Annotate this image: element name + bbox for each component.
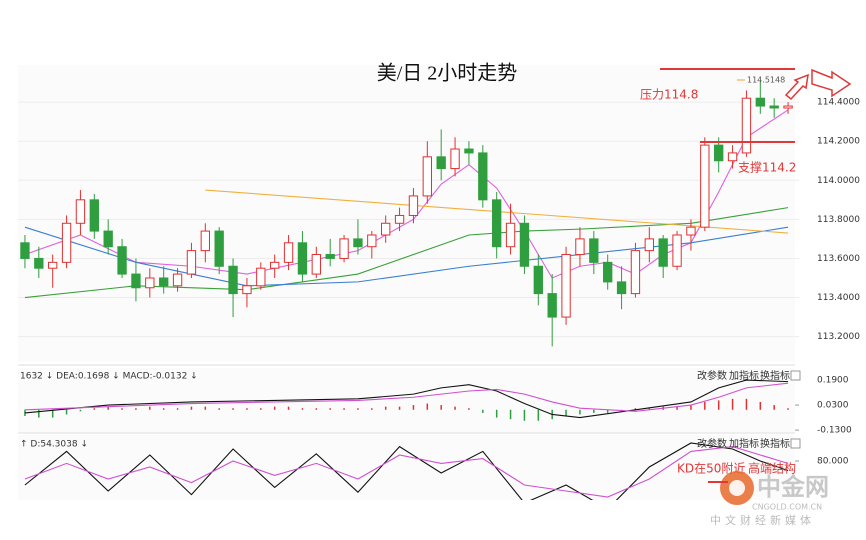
candle-body [256,267,266,287]
y-tick-label: 0.0300 [817,401,849,411]
candle-body [145,277,155,289]
candle-body [270,261,280,269]
candle-body [75,199,86,224]
y-tick-label: 114.2000 [817,137,860,147]
candle-body [325,254,335,259]
candle-body [547,293,557,318]
candle-body [242,285,252,295]
macd-panel [18,368,795,432]
candle-body [117,246,127,275]
candle-body [20,242,30,259]
candle-body [186,250,197,275]
arrow [784,73,809,101]
resistance-label: 压力114.8 [640,88,698,102]
candle-body [311,254,321,275]
marks: 114.4000 114.2000 114.0000 113.8000 113.6000… [18,80,860,500]
button[interactable]: 加指标 [729,369,759,382]
button[interactable]: 改参数 [697,437,727,450]
macd-header: 1632 ↓ DEA:0.1698 ↓ MACD:-0.0132 ↓ [20,372,198,382]
candle-body [297,242,308,275]
candle-body [450,148,460,170]
clip-group [24,442,789,500]
candle-body [283,242,294,263]
candle-body [672,234,682,267]
candle-body [339,238,349,259]
y-tick-label: 0.1900 [817,376,849,386]
watermark-slogan: 中文财经新媒体 [710,513,815,527]
line [24,382,789,412]
candle-body [478,152,488,201]
y-tick-label: 113.2000 [817,332,860,342]
candle-body [61,222,72,263]
watermark-name: 中金网 [757,473,829,501]
logo [729,480,745,496]
candle-body [353,238,363,248]
y-tick-label: 80.000 [817,457,849,467]
candle-body [575,238,585,256]
candle-body [644,238,654,252]
candle-body [700,144,710,228]
close-button[interactable] [790,370,801,381]
candle-body [589,238,599,263]
arrow [811,68,852,98]
candle-body [783,105,793,109]
candle-body [228,265,238,295]
y-tick-label: 113.8000 [817,215,860,225]
main-panel [18,65,795,362]
candle-body [172,273,183,287]
button[interactable]: 换指标 [760,437,790,450]
candle-body [755,97,765,107]
candle-body [89,199,99,232]
candle-body [34,257,44,269]
candle-body [505,222,516,248]
button[interactable]: 加指标 [729,437,759,450]
line [24,207,789,299]
candle-body [561,254,571,318]
candle-body [741,97,752,154]
y-tick-label: 114.0000 [817,176,860,186]
candle-body [464,148,474,154]
candle-body [103,230,113,248]
button[interactable]: 换指标 [760,369,790,382]
candle-body [367,234,377,248]
candle-body [603,261,613,283]
kd-header: ↑ D:54.3038 ↓ [20,440,88,450]
support-label: 支撑114.2 [738,160,796,175]
high-label: 114.5148 [747,76,785,85]
candle-body [131,273,141,289]
chart-title: 美/日 2小时走势 [377,62,518,85]
candle-body [533,265,543,295]
candle-body [159,277,169,287]
kd-note: 高端结构 [748,461,796,476]
y-tick-label: 113.4000 [817,293,860,303]
button[interactable]: 改参数 [697,369,727,382]
kd-note: KD在50附近 [677,462,745,476]
candle-body [658,238,668,267]
candle-body [492,199,502,248]
candle-body [48,261,58,269]
candle-body [436,156,446,170]
candle-body [686,226,696,236]
candle-body [408,195,419,216]
y-tick-label: 114.4000 [817,98,860,108]
candle-body [519,222,530,267]
candle-body [630,250,641,295]
candle-body [381,222,391,236]
candle-body [394,214,405,224]
candle-body [422,156,432,197]
line [24,379,789,419]
candle-body [727,152,738,162]
watermark-site: CNGOLD.COM.CN [752,503,822,512]
candle-body [616,281,627,295]
candle-body [714,144,724,162]
candle-body [200,230,210,252]
y-tick-label: 113.6000 [817,254,860,264]
line [24,442,789,500]
y-tick-label: -0.1300 [817,426,852,436]
close-button[interactable] [790,438,801,449]
candle-body [214,230,224,267]
candle-body [769,105,779,109]
line [24,446,789,498]
